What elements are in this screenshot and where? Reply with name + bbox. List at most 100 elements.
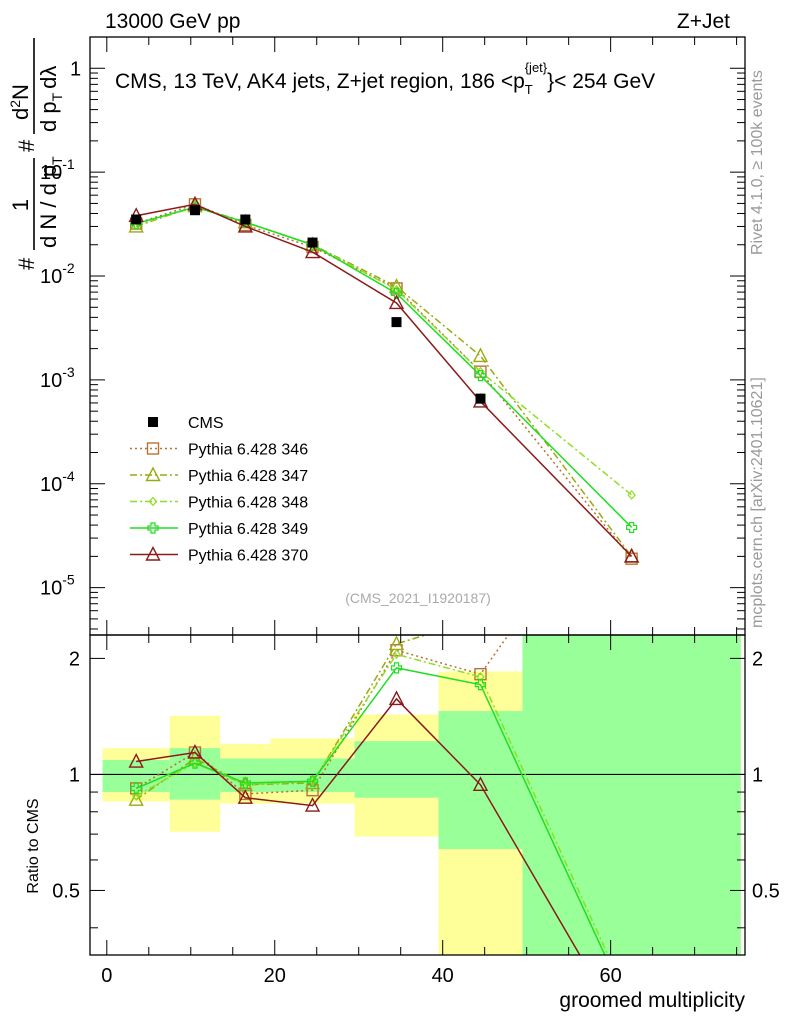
main-point-0-5: [474, 365, 487, 378]
ylabel-frac-den-sub: T: [49, 156, 65, 165]
upper-panel: [90, 37, 745, 635]
xtick-label-3: 60: [600, 965, 622, 987]
ylabel-hash1: #: [14, 257, 39, 270]
data-point-1: [189, 205, 200, 216]
ylabel-frac-den: d N / d pT: [36, 156, 65, 248]
xtick-label-1: 20: [264, 965, 286, 987]
ytick-exp: -3: [62, 364, 75, 380]
ytick-base: 10: [40, 578, 62, 600]
xtick-label-2: 40: [432, 965, 454, 987]
ytick-exp: -1: [62, 156, 75, 172]
ytick-base: 10: [40, 162, 62, 184]
ytick-base: 1: [70, 58, 81, 80]
legend-label-4: Pythia 6.428 349: [188, 521, 308, 538]
ratio-point-4-2: [237, 789, 254, 804]
ratio-ytick-label-r-2: 2: [752, 648, 763, 670]
main-point-1-4: [388, 278, 405, 293]
ratio-line-4: [136, 697, 581, 955]
chart-title-sub: T: [525, 82, 533, 97]
legend-marker-3: [148, 496, 158, 507]
chart-title: CMS, 13 TeV, AK4 jets, Z+jet region, 186…: [115, 60, 655, 97]
ratio-point-2-5: [476, 672, 485, 682]
band-green-6: [522, 635, 741, 955]
ylabel-frac2-den-sub: T: [49, 92, 65, 101]
data-point-3: [307, 237, 318, 248]
axis-ticks: 10-110-210-310-410-510 20 40 600.5 0.51 12 2: [40, 36, 780, 987]
upper-ytick-label-1: 10-2: [40, 260, 75, 288]
ytick-exp: -2: [62, 260, 75, 276]
chart-title-main: CMS, 13 TeV, AK4 jets, Z+jet region, 186…: [115, 70, 525, 93]
upper-ytick-label-3: 10-4: [40, 468, 75, 496]
xtick-label-0: 0: [101, 965, 112, 987]
ratio-point-3-2: [239, 777, 251, 789]
main-point-1-5: [472, 347, 489, 363]
mcplots-label: mcplots.cern.ch [arXiv:2401.10621]: [749, 377, 766, 628]
upper-ytick-label-4: 10-5: [40, 572, 75, 600]
ratio-point-2-1: [190, 758, 200, 769]
ratio-point-4-4: [388, 690, 405, 706]
ratio-point-2-0: [131, 790, 141, 801]
data-point-0: [131, 214, 142, 225]
ylabel-frac2-num-d: d: [8, 108, 33, 120]
main-series: [128, 195, 640, 565]
band-green-0: [102, 759, 170, 793]
main-point-4-4: [388, 294, 405, 310]
ratio-point-2-4: [392, 649, 401, 660]
ylabel-hash2: #: [14, 139, 39, 152]
chart-title-sup: {jet}: [525, 60, 548, 75]
data-point-2: [240, 214, 251, 225]
ytick-exp: -5: [62, 572, 75, 588]
ratio-point-4-3: [304, 797, 321, 812]
main-point-4-2: [237, 217, 254, 233]
legend-label-3: Pythia 6.428 348: [188, 495, 308, 512]
ylabel-frac2-num: d2N: [7, 84, 33, 120]
ratio-y-label: Ratio to CMS: [25, 798, 42, 893]
main-point-4-6: [623, 547, 640, 563]
ratio-series-inner: [128, 635, 609, 955]
legend-marker-4: [147, 522, 159, 534]
data-point-4: [391, 317, 402, 328]
ytick-base: 10: [40, 266, 62, 288]
ylabel-frac-num: 1: [8, 199, 33, 211]
band-green-5: [438, 711, 523, 850]
header-left: 13000 GeV pp: [105, 10, 240, 33]
ratio-point-1-0: [128, 791, 144, 806]
ratio-series: [128, 635, 609, 955]
legend: CMS Pythia 6.428 346 Pythia 6.428 347 Pythi…: [130, 415, 308, 565]
ylabel-frac2-den-main: d p: [36, 101, 61, 132]
band-green-4: [354, 741, 439, 798]
analysis-id: (CMS_2021_I1920187): [345, 590, 491, 606]
ratio-bands: [90, 635, 745, 955]
upper-ytick-label-0: 10-1: [40, 156, 75, 184]
main-point-2-6: [627, 490, 636, 500]
header-right: Z+Jet: [677, 10, 730, 33]
ratio-point-3-0: [130, 782, 142, 794]
ratio-point-2-3: [308, 776, 317, 787]
ratio-ytick-label-1: 1: [69, 764, 80, 786]
ytick-exp: -4: [62, 468, 75, 484]
ratio-point-3-5: [474, 679, 487, 691]
ratio-ytick-label-r-1: 1: [752, 764, 763, 786]
data-point-5: [475, 393, 486, 404]
ratio-ytick-label-2: 2: [69, 648, 80, 670]
legend-label-1: Pythia 6.428 346: [188, 442, 308, 459]
legend-marker-cms: [148, 417, 158, 427]
main-point-3-6: [626, 521, 638, 534]
ratio-ytick-label-0: 0.5: [52, 880, 80, 902]
plot-frames: [89, 36, 746, 956]
upper-plot-area: [90, 37, 745, 635]
ratio-point-3-1: [189, 757, 201, 769]
ytick-base: 10: [40, 370, 62, 392]
legend-marker-1: [146, 442, 160, 455]
ytick-base: 10: [40, 474, 62, 496]
ratio-point-4-5: [472, 776, 489, 791]
ylabel-frac2-den-end: dλ: [36, 66, 61, 89]
ratio-line-3: [135, 667, 606, 955]
ratio-point-3-4: [390, 662, 403, 674]
legend-label-0: CMS: [188, 415, 224, 432]
ratio-line-0: [135, 635, 510, 795]
main-point-4-3: [304, 243, 321, 259]
main-point-3-5: [474, 369, 487, 382]
legend-marker-2: [145, 466, 161, 482]
